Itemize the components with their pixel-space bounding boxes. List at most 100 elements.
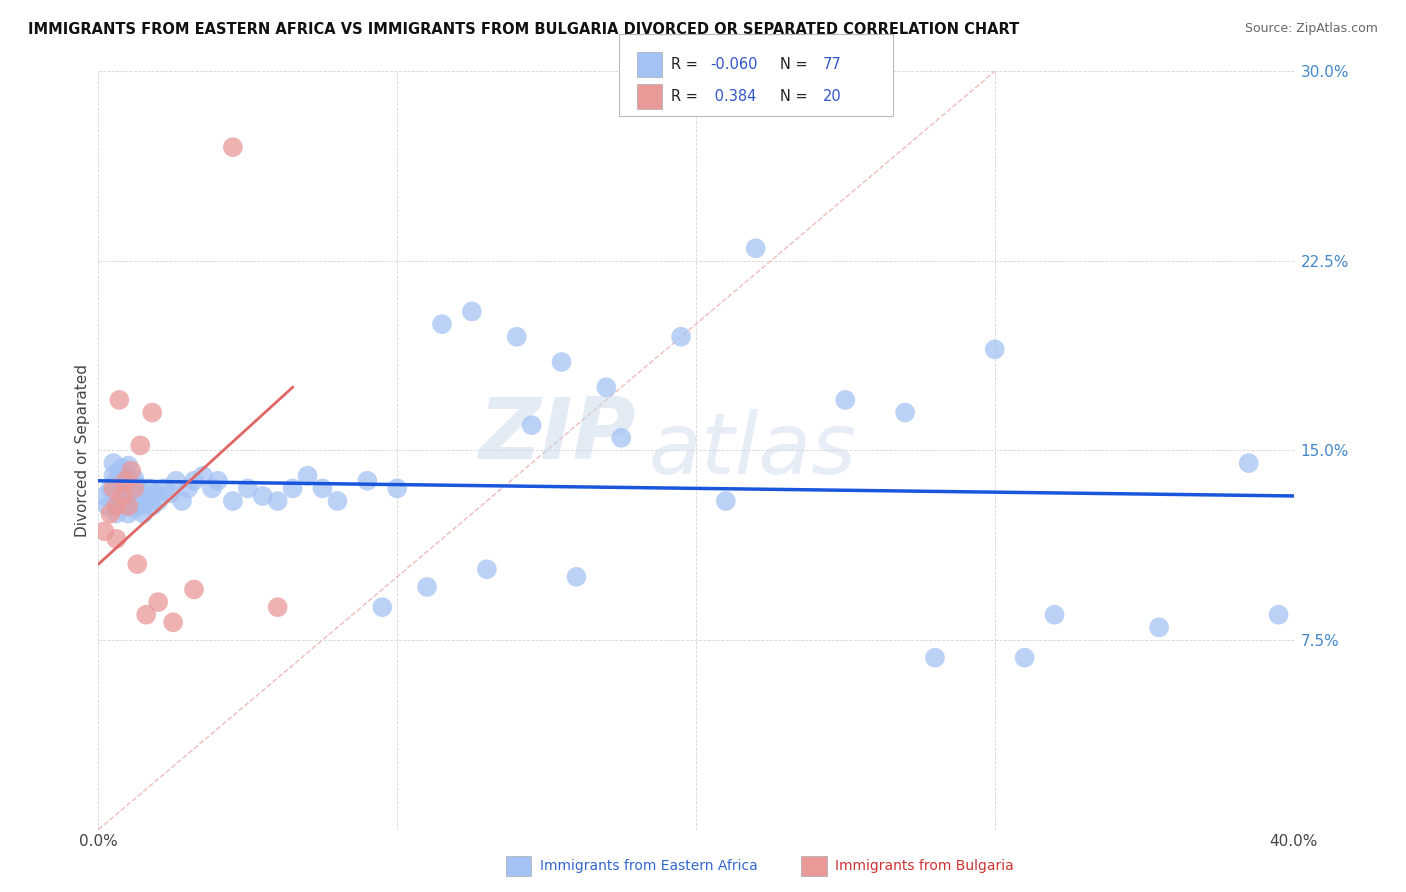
Point xyxy=(132,507,155,521)
Point xyxy=(98,507,122,521)
Point xyxy=(159,486,181,500)
Point xyxy=(129,499,152,513)
Point xyxy=(117,507,139,521)
Point xyxy=(143,486,166,500)
Point xyxy=(207,474,229,488)
Point xyxy=(281,482,304,496)
Point xyxy=(120,496,142,510)
Point xyxy=(124,482,146,496)
Point xyxy=(416,580,439,594)
Text: Source: ZipAtlas.com: Source: ZipAtlas.com xyxy=(1244,22,1378,36)
Point xyxy=(105,507,128,521)
Text: atlas: atlas xyxy=(648,409,856,492)
Point xyxy=(117,491,139,506)
Point xyxy=(93,489,115,503)
Point xyxy=(108,489,131,503)
Point xyxy=(120,482,142,496)
Point xyxy=(236,482,259,496)
Point xyxy=(148,494,170,508)
Point xyxy=(132,489,155,503)
Point xyxy=(550,355,572,369)
Point xyxy=(117,458,139,473)
Point xyxy=(108,392,131,407)
Text: R =: R = xyxy=(671,89,702,104)
Point xyxy=(267,600,290,615)
Point xyxy=(114,474,136,488)
Point xyxy=(148,595,170,609)
Point xyxy=(111,461,134,475)
Point xyxy=(201,482,224,496)
Text: -0.060: -0.060 xyxy=(710,56,758,71)
Point xyxy=(108,464,131,478)
Point xyxy=(177,482,200,496)
Point xyxy=(1237,456,1260,470)
Point xyxy=(103,468,125,483)
Point xyxy=(191,468,214,483)
Point xyxy=(124,471,146,485)
Point xyxy=(105,499,128,513)
Point xyxy=(165,474,187,488)
Point xyxy=(669,330,692,344)
Point xyxy=(114,499,136,513)
Point xyxy=(834,392,856,407)
Point xyxy=(111,489,134,503)
Point xyxy=(183,474,205,488)
Point xyxy=(127,479,149,493)
Y-axis label: Divorced or Separated: Divorced or Separated xyxy=(75,364,90,537)
Point xyxy=(356,474,378,488)
Point xyxy=(172,494,194,508)
Point xyxy=(129,438,152,452)
Point xyxy=(1147,620,1170,634)
Point xyxy=(114,468,136,483)
Text: R =: R = xyxy=(671,56,702,71)
Point xyxy=(430,317,453,331)
Point xyxy=(1043,607,1066,622)
Point xyxy=(924,650,946,665)
Point xyxy=(117,499,139,513)
Text: ZIP: ZIP xyxy=(478,393,637,477)
Point xyxy=(475,562,498,576)
Point xyxy=(297,468,319,483)
Text: Immigrants from Bulgaria: Immigrants from Bulgaria xyxy=(835,859,1014,873)
Text: 0.384: 0.384 xyxy=(710,89,756,104)
Point xyxy=(162,615,184,630)
Point xyxy=(129,483,152,498)
Point xyxy=(98,482,122,496)
Point xyxy=(120,464,142,478)
Text: 77: 77 xyxy=(823,56,841,71)
Point xyxy=(326,494,349,508)
Point xyxy=(714,494,737,508)
Point xyxy=(894,405,917,420)
Point xyxy=(141,405,163,420)
Point xyxy=(1014,650,1036,665)
Point xyxy=(135,607,157,622)
Point xyxy=(111,494,134,508)
Point xyxy=(984,343,1007,357)
Point xyxy=(595,380,617,394)
Point xyxy=(135,494,157,508)
Text: 20: 20 xyxy=(823,89,841,104)
Point xyxy=(506,330,529,344)
Point xyxy=(1267,607,1289,622)
Point xyxy=(311,482,333,496)
Point xyxy=(252,489,274,503)
Point xyxy=(745,241,768,255)
Point xyxy=(103,482,125,496)
Point xyxy=(153,482,176,496)
Point xyxy=(114,486,136,500)
Point xyxy=(93,524,115,539)
Point xyxy=(127,557,149,572)
Point xyxy=(117,476,139,491)
Text: N =: N = xyxy=(780,89,813,104)
Point xyxy=(222,140,245,154)
Point xyxy=(103,456,125,470)
Text: IMMIGRANTS FROM EASTERN AFRICA VS IMMIGRANTS FROM BULGARIA DIVORCED OR SEPARATED: IMMIGRANTS FROM EASTERN AFRICA VS IMMIGR… xyxy=(28,22,1019,37)
Point xyxy=(222,494,245,508)
Text: Immigrants from Eastern Africa: Immigrants from Eastern Africa xyxy=(540,859,758,873)
Point xyxy=(96,499,118,513)
Point xyxy=(385,482,409,496)
Point xyxy=(105,474,128,488)
Point xyxy=(111,479,134,493)
Point xyxy=(141,499,163,513)
Point xyxy=(267,494,290,508)
